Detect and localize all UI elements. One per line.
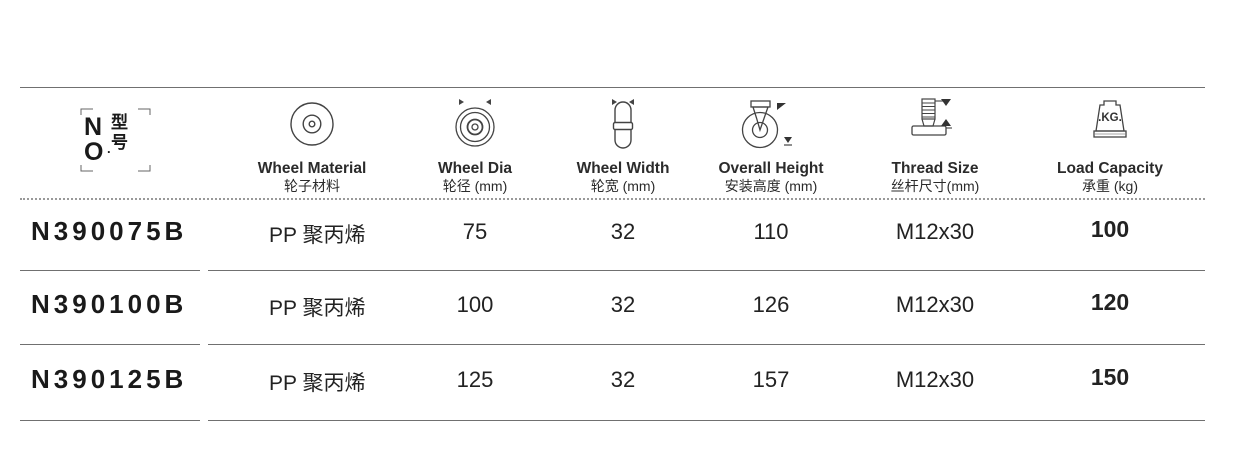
svg-text:.KG.: .KG.: [1098, 112, 1122, 124]
